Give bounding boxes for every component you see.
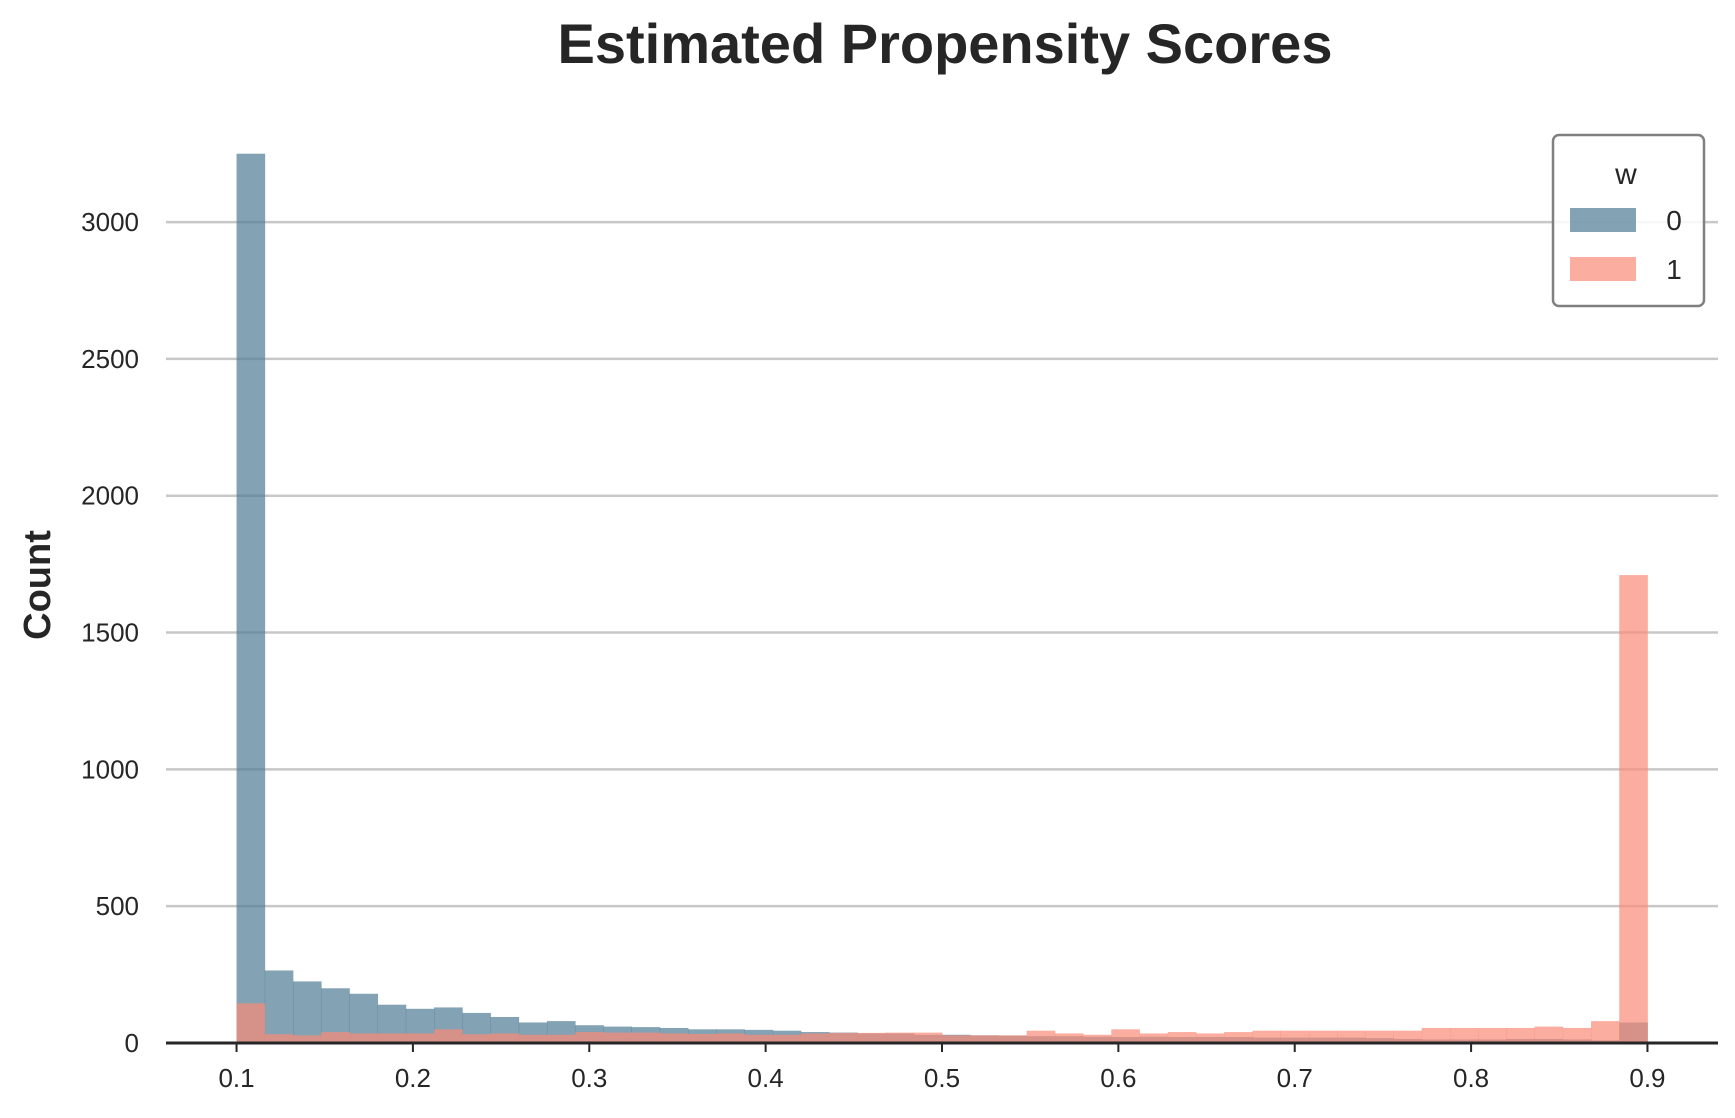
bar-series-1-bin-18 (744, 1034, 774, 1043)
bar-series-1-bin-15 (659, 1033, 689, 1043)
bar-series-1-bin-37 (1280, 1030, 1310, 1043)
x-tick-label-4: 0.5 (924, 1063, 960, 1093)
bar-series-1-bin-7 (434, 1029, 463, 1043)
bar-series-1-bin-5 (377, 1033, 407, 1043)
bar-series-1-bin-44 (1478, 1027, 1507, 1043)
bar-series-1-bin-8 (462, 1034, 491, 1043)
bar-series-1-bin-24 (913, 1032, 943, 1043)
bar-series-1-bin-35 (1224, 1032, 1253, 1043)
bar-series-1-bin-22 (857, 1032, 886, 1043)
bar-series-1-bin-20 (800, 1033, 830, 1043)
bar-series-1-bin-3 (321, 1032, 350, 1043)
bar-series-1-bin-42 (1421, 1027, 1451, 1043)
bar-series-1-bin-48 (1591, 1021, 1620, 1043)
bar-series-1-bin-28 (1026, 1030, 1056, 1043)
legend-label-series-0: 0 (1666, 205, 1682, 236)
bar-series-1-bin-0 (236, 1003, 266, 1043)
bar-series-1-bin-45 (1506, 1027, 1535, 1043)
bar-series-1-bin-39 (1337, 1030, 1366, 1043)
bar-series-1-bin-27 (998, 1035, 1028, 1043)
y-tick-label-5: 2500 (81, 344, 139, 374)
bar-series-1-bin-43 (1449, 1027, 1479, 1043)
y-tick-label-2: 1000 (81, 754, 139, 784)
y-tick-label-1: 500 (96, 891, 139, 921)
bar-series-0-bin-0 (236, 153, 266, 1043)
x-tick-label-7: 0.8 (1453, 1063, 1489, 1093)
axes: 0.1 0.2 0.3 0.4 0.5 0.6 0.7 0.8 0.9 0 500 1000 1500 2… (81, 207, 1718, 1093)
y-tick-label-3: 1500 (81, 618, 139, 648)
bar-series-1-bin-36 (1252, 1030, 1282, 1043)
x-tick-label-5: 0.6 (1100, 1063, 1136, 1093)
bar-series-1-bin-21 (829, 1032, 858, 1043)
bar-series-1-bin-40 (1365, 1030, 1394, 1043)
legend: w 0 1 (1551, 133, 1706, 308)
bar-series-1-bin-17 (716, 1033, 745, 1043)
x-tick-label-1: 0.2 (395, 1063, 431, 1093)
y-tick-label-0: 0 (125, 1028, 139, 1058)
legend-swatch-series-1 (1570, 257, 1636, 281)
bar-series-1-bin-49 (1619, 575, 1648, 1043)
legend-title: w (1614, 158, 1637, 191)
chart-title: Estimated Propensity Scores (558, 12, 1333, 75)
bar-series-1-bin-14 (631, 1032, 661, 1043)
bar-series-1-bin-19 (772, 1034, 802, 1043)
legend-label-series-1: 1 (1666, 254, 1682, 285)
y-tick-label-6: 3000 (81, 207, 139, 237)
x-tick-label-0: 0.1 (218, 1063, 254, 1093)
bar-series-1-bin-33 (1167, 1032, 1197, 1043)
bar-series-1-bin-30 (1083, 1034, 1112, 1043)
series-0-bars (236, 153, 1648, 1043)
series-1-bars (236, 575, 1648, 1043)
bar-series-1-bin-34 (1195, 1033, 1225, 1043)
bar-series-1-bin-29 (1054, 1033, 1084, 1043)
bar-series-1-bin-9 (490, 1033, 520, 1043)
bar-series-1-bin-38 (1308, 1030, 1338, 1043)
bar-series-1-bin-13 (603, 1032, 632, 1043)
bar-series-1-bin-16 (688, 1033, 717, 1043)
bar-series-1-bin-2 (292, 1035, 322, 1043)
bar-series-1-bin-26 (970, 1035, 999, 1043)
legend-swatch-series-0 (1570, 208, 1636, 232)
x-tick-label-8: 0.9 (1629, 1063, 1665, 1093)
bar-series-1-bin-12 (575, 1032, 604, 1043)
bar-series-1-bin-46 (1534, 1026, 1564, 1043)
bar-series-1-bin-6 (405, 1033, 435, 1043)
bar-series-1-bin-41 (1393, 1030, 1423, 1043)
y-axis-label: Count (17, 530, 59, 640)
bar-series-1-bin-31 (1111, 1029, 1140, 1043)
bar-series-1-bin-10 (518, 1034, 548, 1043)
bar-series-1-bin-11 (546, 1034, 576, 1043)
bar-series-1-bin-23 (885, 1032, 915, 1043)
bar-series-1-bin-32 (1139, 1033, 1169, 1043)
y-tick-label-4: 2000 (81, 481, 139, 511)
histogram-bars (236, 153, 1648, 1043)
x-tick-label-6: 0.7 (1277, 1063, 1313, 1093)
x-tick-label-3: 0.4 (748, 1063, 784, 1093)
bar-series-1-bin-47 (1562, 1027, 1592, 1043)
bar-series-0-bin-2 (292, 981, 322, 1043)
bar-series-1-bin-25 (942, 1035, 971, 1043)
bar-series-0-bin-1 (264, 970, 294, 1043)
gridlines (166, 220, 1718, 908)
bar-series-1-bin-4 (349, 1033, 379, 1043)
bar-series-1-bin-1 (264, 1034, 294, 1043)
x-tick-label-2: 0.3 (571, 1063, 607, 1093)
